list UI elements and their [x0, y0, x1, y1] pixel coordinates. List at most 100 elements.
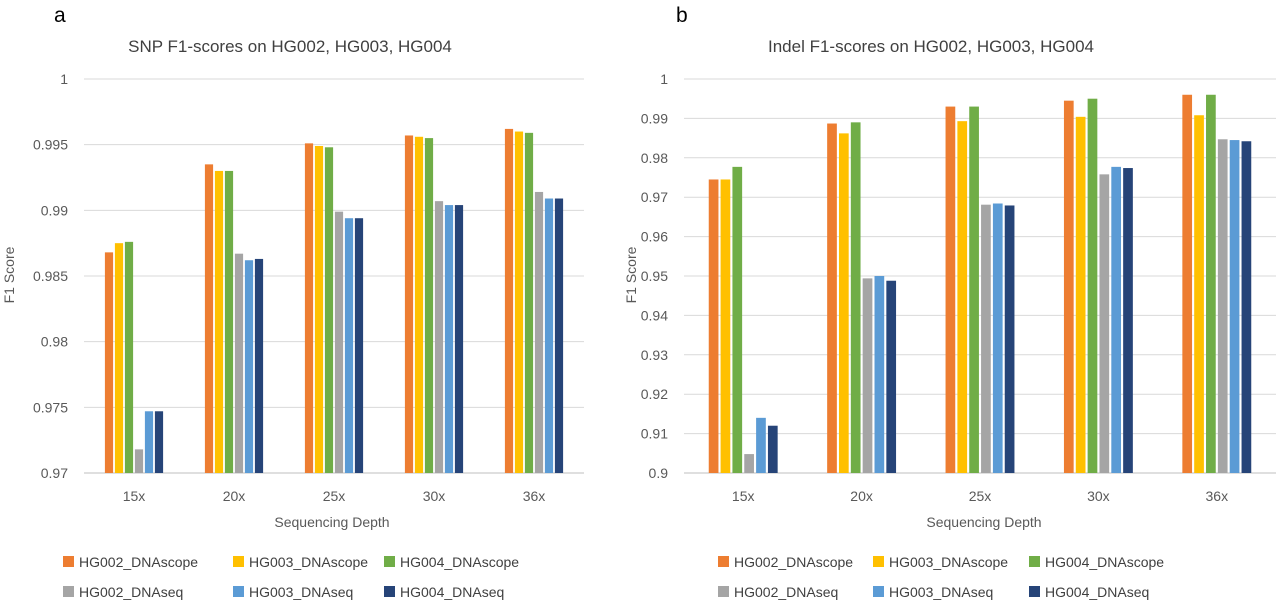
- bar-HG004_DNAscope-20x: [850, 122, 861, 473]
- legend-swatch: [233, 556, 244, 567]
- panel-a-snp-chart: a SNP F1-scores on HG002, HG003, HG004 F…: [1, 4, 584, 600]
- bar-HG004_DNAseq-25x: [354, 218, 364, 473]
- bar-HG004_DNAscope-36x: [1206, 94, 1216, 473]
- bar-HG003_DNAseq-25x: [344, 218, 354, 473]
- panel-a-x-ticks: 15x 20x 25x 30x 36x: [123, 488, 546, 504]
- legend-swatch: [873, 556, 884, 567]
- bar-HG004_DNAseq-20x: [254, 258, 264, 473]
- bar-HG004_DNAscope-36x: [524, 132, 534, 473]
- bar-HG004_DNAseq-36x: [554, 198, 564, 473]
- x-tick-label: 30x: [423, 488, 446, 504]
- bar-HG003_DNAseq-20x: [874, 276, 885, 473]
- panel-b-x-ticks: 15x 20x 25x 30x 36x: [732, 488, 1228, 504]
- y-tick-label: 1: [660, 71, 668, 87]
- bar-HG004_DNAscope-20x: [224, 170, 234, 473]
- legend-swatch: [718, 556, 729, 567]
- bar-HG003_DNAseq-30x: [444, 205, 454, 473]
- y-tick-label: 0.99: [641, 110, 668, 126]
- panel-b-xlabel: Sequencing Depth: [926, 514, 1041, 530]
- bar-HG002_DNAseq-15x: [134, 449, 144, 473]
- x-tick-label: 15x: [123, 488, 146, 504]
- bar-HG004_DNAscope-30x: [424, 138, 434, 473]
- bar-HG003_DNAseq-15x: [144, 411, 154, 473]
- legend-label: HG002_DNAscope: [734, 554, 853, 570]
- y-tick-label: 0.91: [641, 426, 668, 442]
- bar-HG002_DNAseq-25x: [981, 204, 991, 473]
- panel-b-title: Indel F1-scores on HG002, HG003, HG004: [768, 37, 1094, 56]
- x-tick-label: 25x: [969, 488, 992, 504]
- bar-HG003_DNAscope-30x: [1075, 116, 1086, 473]
- y-tick-label: 0.94: [641, 307, 668, 323]
- bar-HG002_DNAscope-30x: [1063, 100, 1074, 474]
- legend-swatch: [1029, 586, 1040, 597]
- y-tick-label: 0.975: [33, 399, 68, 415]
- bar-HG004_DNAseq-20x: [886, 280, 897, 473]
- panel-b-indel-chart: b Indel F1-scores on HG002, HG003, HG004…: [623, 4, 1276, 600]
- legend-swatch: [233, 586, 244, 597]
- bar-HG003_DNAseq-15x: [756, 417, 766, 473]
- y-tick-label: 0.995: [33, 137, 68, 153]
- bar-HG004_DNAscope-15x: [732, 166, 743, 473]
- panel-a-bars: [104, 128, 564, 474]
- y-tick-label: 0.92: [641, 386, 668, 402]
- y-tick-label: 0.985: [33, 268, 68, 284]
- legend-label: HG002_DNAscope: [79, 554, 198, 570]
- bar-HG003_DNAseq-25x: [992, 203, 1003, 473]
- legend-label: HG002_DNAseq: [79, 584, 183, 600]
- panel-a-y-ticks: 0.97 0.975 0.98 0.985 0.99 0.995 1: [33, 71, 68, 481]
- legend-label: HG004_DNAscope: [1045, 554, 1164, 570]
- legend-label: HG002_DNAseq: [734, 584, 838, 600]
- legend-swatch: [718, 586, 729, 597]
- x-tick-label: 25x: [323, 488, 346, 504]
- legend-label: HG004_DNAscope: [400, 554, 519, 570]
- bar-HG003_DNAscope-15x: [114, 243, 124, 473]
- legend-swatch: [63, 556, 74, 567]
- bar-HG002_DNAscope-36x: [1182, 94, 1193, 473]
- y-tick-label: 0.9: [649, 465, 669, 481]
- bar-HG004_DNAseq-30x: [454, 205, 464, 473]
- bar-HG004_DNAseq-15x: [154, 411, 164, 473]
- legend-swatch: [384, 556, 395, 567]
- legend-swatch: [1029, 556, 1040, 567]
- y-tick-label: 0.97: [641, 189, 668, 205]
- x-tick-label: 20x: [223, 488, 246, 504]
- bar-HG004_DNAscope-25x: [969, 106, 979, 473]
- y-tick-label: 0.98: [41, 334, 68, 350]
- panel-a-gridlines: [84, 78, 584, 474]
- y-tick-label: 0.95: [641, 268, 668, 284]
- panel-a-legend: HG002_DNAscope HG003_DNAscope HG004_DNAsco…: [63, 554, 519, 600]
- bar-HG002_DNAscope-15x: [708, 179, 719, 473]
- legend-label: HG003_DNAseq: [889, 584, 993, 600]
- bar-HG003_DNAscope-25x: [314, 145, 324, 474]
- bar-HG003_DNAseq-36x: [1229, 140, 1240, 473]
- bar-HG002_DNAscope-36x: [504, 128, 514, 473]
- bar-HG002_DNAscope-25x: [945, 106, 956, 473]
- y-tick-label: 0.93: [641, 347, 668, 363]
- bar-HG002_DNAscope-30x: [404, 135, 414, 473]
- y-tick-label: 0.97: [41, 465, 68, 481]
- bar-HG002_DNAseq-36x: [534, 191, 544, 474]
- legend-swatch: [384, 586, 395, 597]
- bar-HG004_DNAseq-15x: [767, 425, 778, 473]
- legend-label: HG004_DNAseq: [1045, 584, 1149, 600]
- bar-HG002_DNAscope-25x: [304, 143, 314, 473]
- panel-a-letter: a: [54, 4, 66, 27]
- bar-HG004_DNAscope-15x: [124, 241, 134, 473]
- bar-HG004_DNAseq-36x: [1241, 141, 1252, 473]
- bar-HG003_DNAscope-15x: [720, 179, 731, 473]
- bar-HG004_DNAscope-30x: [1087, 98, 1098, 473]
- bar-HG002_DNAseq-20x: [234, 253, 244, 473]
- panel-a-xlabel: Sequencing Depth: [274, 514, 389, 530]
- legend-label: HG003_DNAseq: [249, 584, 353, 600]
- bar-HG004_DNAseq-30x: [1123, 168, 1133, 473]
- bar-HG003_DNAseq-36x: [544, 198, 554, 473]
- bar-HG003_DNAscope-25x: [957, 121, 968, 474]
- x-tick-label: 15x: [732, 488, 755, 504]
- x-tick-label: 36x: [1206, 488, 1229, 504]
- bar-HG004_DNAseq-25x: [1004, 205, 1015, 473]
- bar-HG003_DNAseq-20x: [244, 260, 254, 473]
- panel-b-y-ticks: 0.9 0.91 0.92 0.93 0.94 0.95 0.96 0.97 0.98 0.99 1: [641, 71, 668, 481]
- bar-HG004_DNAscope-25x: [324, 147, 334, 473]
- panel-b-gridlines: [684, 78, 1276, 474]
- bar-HG003_DNAscope-20x: [214, 170, 224, 473]
